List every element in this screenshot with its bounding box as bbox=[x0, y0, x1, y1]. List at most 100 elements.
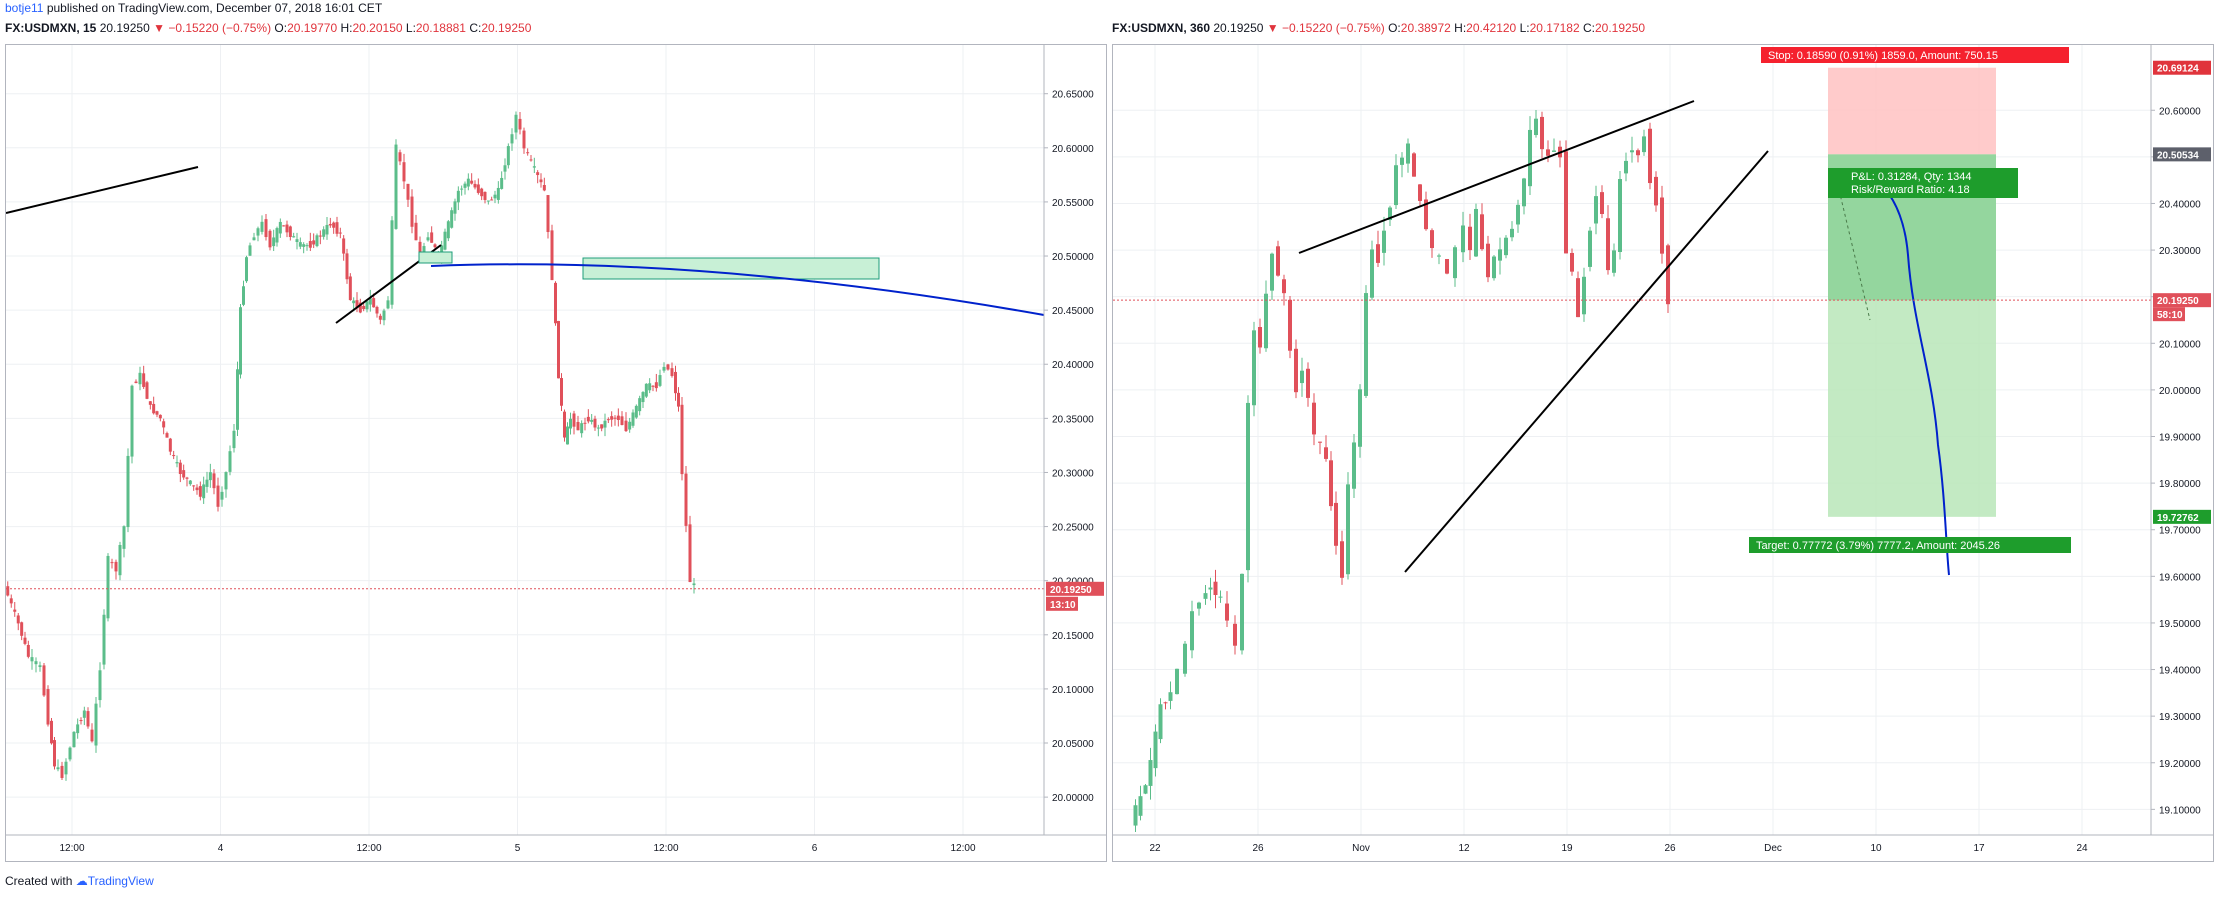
right-chart[interactable]: 20.6000020.5000020.4000020.3000020.20000… bbox=[1113, 45, 2213, 861]
right-chart-panel[interactable]: 20.6000020.5000020.4000020.3000020.20000… bbox=[1112, 44, 2214, 862]
candle-body bbox=[1660, 197, 1664, 254]
candle-body bbox=[1388, 207, 1392, 221]
right-wedge-upper-line[interactable] bbox=[1298, 100, 1695, 254]
candle-body bbox=[1412, 153, 1416, 177]
candle-body bbox=[168, 438, 172, 452]
candle-body bbox=[641, 392, 645, 403]
candle-body bbox=[1648, 128, 1652, 184]
candle-body bbox=[358, 302, 362, 313]
candle-body bbox=[476, 184, 480, 193]
stop-zone[interactable] bbox=[1828, 67, 1996, 155]
candle-body bbox=[1654, 176, 1658, 206]
candle-body bbox=[1594, 196, 1598, 224]
left-zone-1[interactable] bbox=[418, 251, 453, 264]
y-tick-label: 20.10000 bbox=[1052, 685, 1094, 696]
candle-body bbox=[192, 485, 196, 487]
candle-body bbox=[335, 222, 339, 234]
candle-body bbox=[172, 455, 176, 457]
right-c-label: C: bbox=[1583, 21, 1595, 35]
left-price-axis[interactable]: 20.65000 20.60000 20.55000 20.50000 20.45000… bbox=[1044, 90, 1094, 804]
left-countdown-label: 13:10 bbox=[1050, 600, 1076, 611]
y-tick-label: 19.60000 bbox=[2159, 572, 2201, 583]
candle-body bbox=[368, 298, 372, 305]
candle-body bbox=[470, 180, 474, 184]
right-price-axis[interactable]: 20.6000020.5000020.4000020.3000020.20000… bbox=[2151, 106, 2201, 816]
candle-body bbox=[394, 144, 398, 229]
candle-body bbox=[628, 421, 632, 430]
right-l-label: L: bbox=[1519, 21, 1530, 35]
left-o-label: O: bbox=[274, 21, 288, 35]
candle-body bbox=[590, 419, 594, 422]
candle-body bbox=[634, 405, 638, 418]
left-neckline-curve[interactable] bbox=[430, 263, 1045, 316]
candle-body bbox=[670, 368, 674, 376]
candle-body bbox=[572, 413, 576, 427]
candle-body bbox=[1329, 460, 1333, 507]
price-marker-label: 20.69124 bbox=[2157, 64, 2199, 75]
candle-body bbox=[1474, 208, 1478, 257]
candle-body bbox=[1486, 243, 1490, 278]
candle-body bbox=[68, 747, 72, 760]
candle-body bbox=[1642, 136, 1646, 153]
candle-body bbox=[1197, 602, 1201, 609]
candle-body bbox=[518, 118, 522, 130]
candle-body bbox=[651, 385, 655, 387]
candle-body bbox=[1153, 731, 1158, 769]
target-label: Target: 0.77772 (3.79%) 7777.2, Amount: … bbox=[1756, 540, 2000, 552]
right-wedge-lower-line[interactable] bbox=[1404, 150, 1769, 573]
footer: Created with ☁TradingView bbox=[5, 874, 154, 888]
candle-body bbox=[1300, 370, 1304, 384]
candle-body bbox=[26, 644, 30, 657]
right-l-value: 20.17182 bbox=[1529, 21, 1580, 35]
price-marker-badge bbox=[2153, 60, 2211, 75]
x-tick-label: 12:00 bbox=[356, 843, 381, 854]
price-marker-badge bbox=[2153, 293, 2211, 308]
candle-body bbox=[453, 201, 457, 214]
y-tick-label: 20.45000 bbox=[1052, 306, 1094, 317]
candle-body bbox=[613, 417, 617, 419]
candle-body bbox=[86, 711, 90, 727]
candle-body bbox=[72, 731, 76, 748]
right-price: 20.19250 bbox=[1213, 21, 1264, 35]
left-chart[interactable]: 20.65000 20.60000 20.55000 20.50000 20.45000… bbox=[5, 45, 1414, 861]
candle-body bbox=[1468, 226, 1472, 251]
candle-body bbox=[1264, 293, 1268, 349]
rr-label: Risk/Reward Ratio: 4.18 bbox=[1851, 184, 1970, 196]
right-candles bbox=[1133, 109, 1670, 832]
author-link[interactable]: botje11 bbox=[5, 1, 44, 15]
candle-body bbox=[433, 244, 437, 248]
candle-body bbox=[1418, 184, 1422, 201]
candle-body bbox=[256, 228, 260, 236]
candle-body bbox=[345, 253, 349, 280]
candle-body bbox=[1636, 150, 1640, 156]
candle-body bbox=[606, 419, 610, 421]
candle-body bbox=[1570, 252, 1574, 272]
candle-body bbox=[76, 724, 80, 734]
candle-body bbox=[483, 191, 487, 200]
left-zone-2[interactable] bbox=[582, 257, 880, 280]
candle-body bbox=[1175, 668, 1179, 695]
candle-body bbox=[242, 286, 245, 305]
left-o-value: 20.19770 bbox=[287, 21, 338, 35]
candle-body bbox=[450, 210, 454, 228]
tradingview-logo-icon[interactable]: ☁ bbox=[75, 874, 88, 888]
candle-body bbox=[114, 561, 118, 572]
target-label-box bbox=[1749, 537, 2071, 553]
left-chart-panel[interactable]: 20.65000 20.60000 20.55000 20.50000 20.45000… bbox=[5, 44, 1414, 862]
left-trendline-1[interactable] bbox=[5, 166, 199, 214]
candle-body bbox=[1528, 129, 1532, 187]
candle-body bbox=[134, 381, 138, 384]
x-tick-label: 4 bbox=[218, 843, 224, 854]
footer-brand-link[interactable]: TradingView bbox=[87, 874, 154, 888]
candle-body bbox=[546, 195, 550, 233]
candle-body bbox=[372, 298, 376, 308]
right-time-axis[interactable]: 22 26 Nov 12 19 26 Dec 10 17 24 bbox=[1149, 843, 2088, 854]
candle-body bbox=[593, 418, 597, 428]
candle-body bbox=[302, 244, 306, 247]
candle-body bbox=[1576, 278, 1580, 318]
candle-body bbox=[126, 455, 130, 528]
candle-body bbox=[118, 545, 122, 576]
candle-body bbox=[580, 423, 584, 434]
y-tick-label: 20.10000 bbox=[2159, 339, 2201, 350]
